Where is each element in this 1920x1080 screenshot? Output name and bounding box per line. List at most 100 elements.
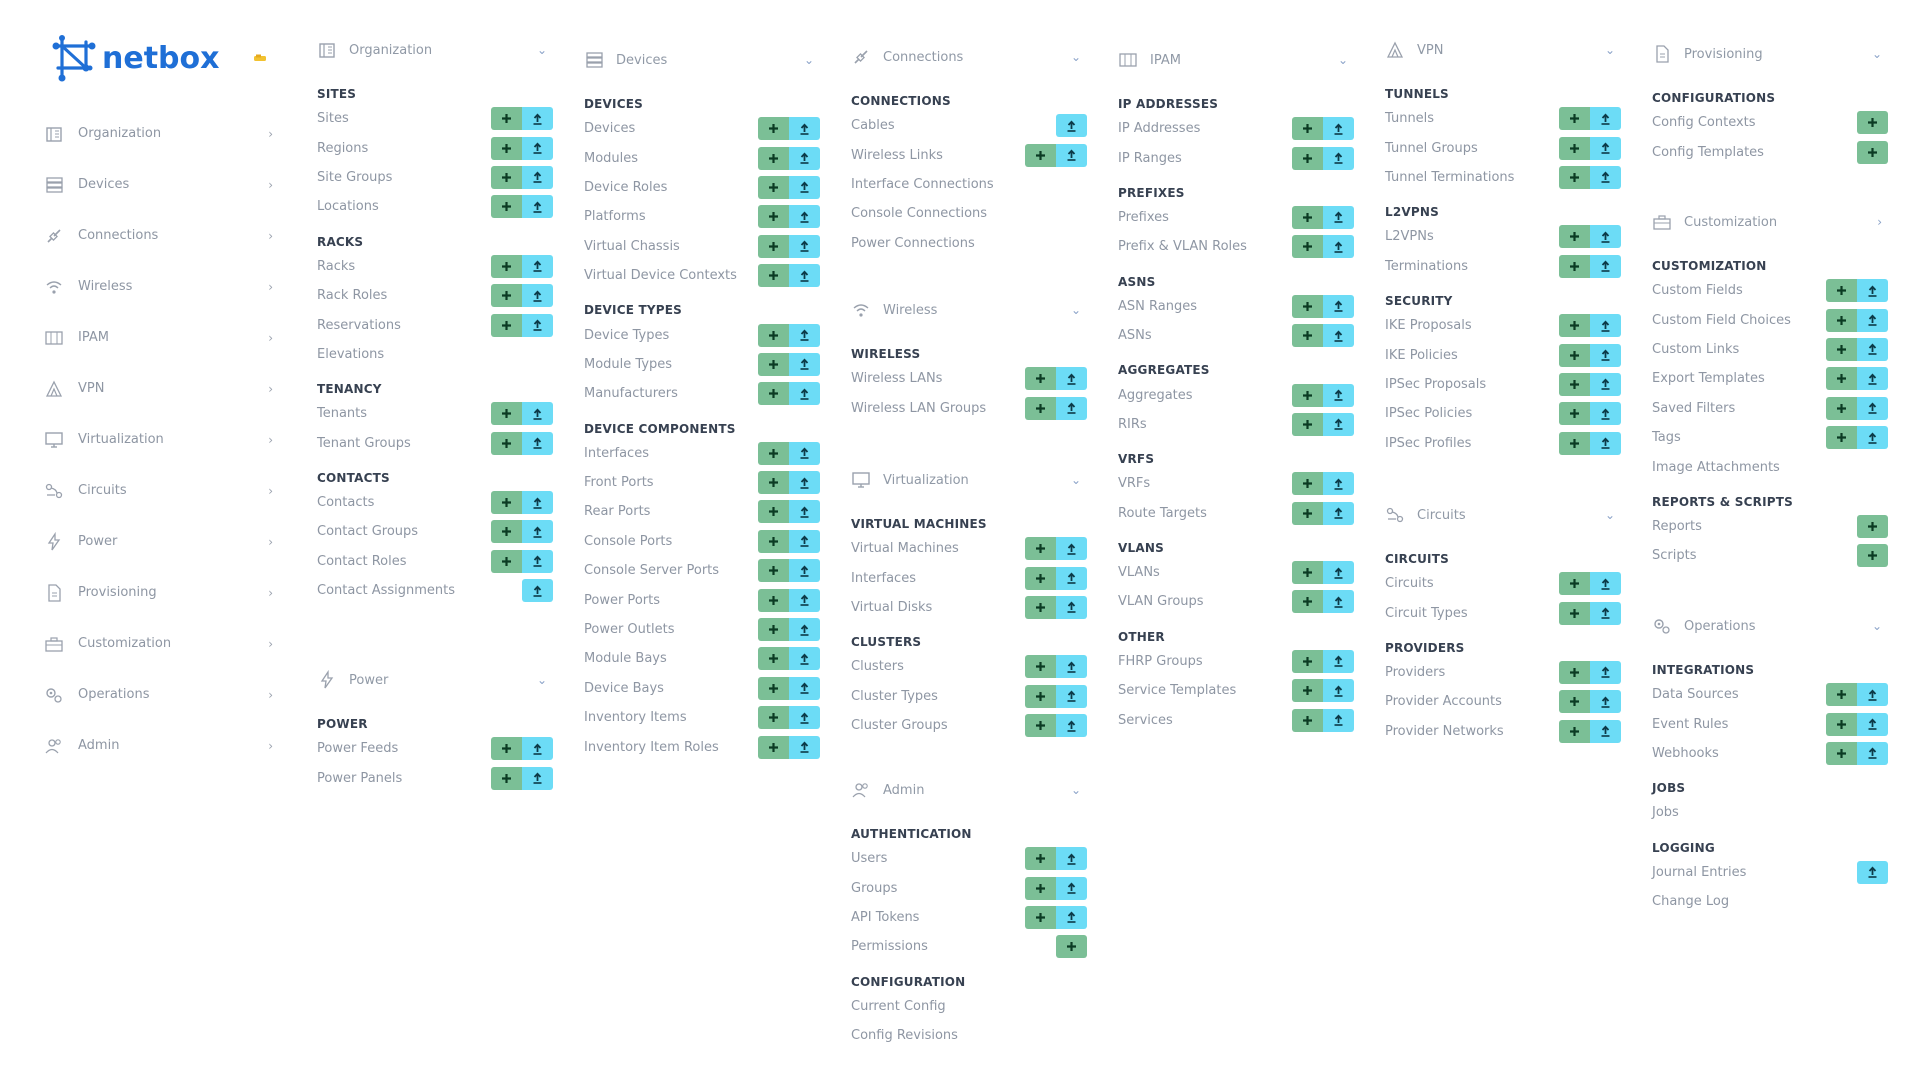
import-button[interactable]	[789, 471, 820, 495]
add-button[interactable]	[1025, 655, 1056, 679]
menu-item-label[interactable]: Wireless LAN Groups	[851, 400, 987, 416]
import-button[interactable]	[1590, 660, 1621, 684]
add-button[interactable]	[1292, 561, 1323, 585]
menu-item-label[interactable]: Config Revisions	[851, 1028, 958, 1044]
add-button[interactable]	[1292, 708, 1323, 732]
menu-item-saved-filters[interactable]: Saved Filters	[1652, 394, 1888, 423]
menu-item-asns[interactable]: ASNs	[1118, 321, 1354, 350]
menu-item-front-ports[interactable]: Front Ports	[584, 468, 820, 497]
import-button[interactable]	[1056, 655, 1087, 679]
add-button[interactable]	[1025, 537, 1056, 561]
sidebar-item-circuits[interactable]: Circuits ›	[44, 465, 279, 516]
add-button[interactable]	[758, 529, 789, 553]
menu-item-label[interactable]: IKE Policies	[1385, 347, 1458, 363]
section-header[interactable]: Circuits ⌄	[1385, 503, 1621, 527]
menu-item-ipsec-policies[interactable]: IPSec Policies	[1385, 399, 1621, 428]
menu-item-vlans[interactable]: VLANs	[1118, 558, 1354, 587]
menu-item-inventory-item-roles[interactable]: Inventory Item Roles	[584, 732, 820, 761]
menu-item-route-targets[interactable]: Route Targets	[1118, 499, 1354, 528]
import-button[interactable]	[1323, 235, 1354, 259]
add-button[interactable]	[1826, 712, 1857, 736]
menu-item-regions[interactable]: Regions	[317, 133, 553, 162]
menu-item-circuits[interactable]: Circuits	[1385, 569, 1621, 598]
import-button[interactable]	[1056, 876, 1087, 900]
pin-icon[interactable]	[254, 54, 268, 62]
add-button[interactable]	[1826, 426, 1857, 450]
import-button[interactable]	[1857, 337, 1888, 361]
menu-item-asn-ranges[interactable]: ASN Ranges	[1118, 292, 1354, 321]
menu-item-label[interactable]: Virtual Disks	[851, 599, 933, 615]
menu-item-label[interactable]: IPSec Profiles	[1385, 435, 1472, 451]
add-button[interactable]	[1025, 876, 1056, 900]
menu-item-label[interactable]: Racks	[317, 258, 356, 274]
menu-item-elevations[interactable]: Elevations	[317, 340, 553, 369]
add-button[interactable]	[1025, 566, 1056, 590]
menu-item-platforms[interactable]: Platforms	[584, 202, 820, 231]
add-button[interactable]	[1292, 205, 1323, 229]
menu-item-label[interactable]: Services	[1118, 712, 1173, 728]
menu-item-locations[interactable]: Locations	[317, 192, 553, 221]
add-button[interactable]	[1292, 324, 1323, 348]
add-button[interactable]	[758, 500, 789, 524]
add-button[interactable]	[1826, 367, 1857, 391]
sidebar-item-organization[interactable]: Organization ›	[44, 108, 279, 159]
menu-item-label[interactable]: Route Targets	[1118, 505, 1207, 521]
menu-item-console-connections[interactable]: Console Connections	[851, 199, 1087, 228]
menu-item-label[interactable]: Reports	[1652, 518, 1702, 534]
menu-item-device-roles[interactable]: Device Roles	[584, 173, 820, 202]
menu-item-label[interactable]: Contact Groups	[317, 524, 419, 540]
menu-item-power-feeds[interactable]: Power Feeds	[317, 734, 553, 763]
import-button[interactable]	[1590, 690, 1621, 714]
import-button[interactable]	[1056, 905, 1087, 929]
menu-item-l2vpns[interactable]: L2VPNs	[1385, 222, 1621, 251]
menu-item-services[interactable]: Services	[1118, 705, 1354, 734]
menu-item-data-sources[interactable]: Data Sources	[1652, 680, 1888, 709]
menu-item-label[interactable]: Circuits	[1385, 576, 1434, 592]
import-button[interactable]	[1056, 595, 1087, 619]
add-button[interactable]	[1559, 254, 1590, 278]
chevron-right-icon[interactable]: ›	[1877, 215, 1882, 229]
add-button[interactable]	[1559, 402, 1590, 426]
menu-item-label[interactable]: Scripts	[1652, 548, 1697, 564]
add-button[interactable]	[1559, 372, 1590, 396]
add-button[interactable]	[1292, 501, 1323, 525]
menu-item-tenant-groups[interactable]: Tenant Groups	[317, 429, 553, 458]
import-button[interactable]	[1590, 372, 1621, 396]
add-button[interactable]	[1559, 165, 1590, 189]
import-button[interactable]	[1857, 367, 1888, 391]
import-button[interactable]	[1323, 383, 1354, 407]
add-button[interactable]	[1857, 514, 1888, 538]
add-button[interactable]	[1292, 679, 1323, 703]
menu-item-cluster-types[interactable]: Cluster Types	[851, 682, 1087, 711]
menu-item-contact-groups[interactable]: Contact Groups	[317, 517, 553, 546]
import-button[interactable]	[522, 136, 553, 160]
menu-item-label[interactable]: Rear Ports	[584, 504, 651, 520]
menu-item-config-templates[interactable]: Config Templates	[1652, 137, 1888, 166]
add-button[interactable]	[1559, 314, 1590, 338]
menu-item-label[interactable]: Provider Networks	[1385, 723, 1504, 739]
menu-item-label[interactable]: VLAN Groups	[1118, 594, 1204, 610]
menu-item-cables[interactable]: Cables	[851, 111, 1087, 140]
sidebar-item-customization[interactable]: Customization ›	[44, 618, 279, 669]
chevron-down-icon[interactable]: ⌄	[1070, 303, 1081, 317]
menu-item-tunnels[interactable]: Tunnels	[1385, 104, 1621, 133]
menu-item-label[interactable]: Device Types	[584, 327, 670, 343]
import-button[interactable]	[789, 559, 820, 583]
add-button[interactable]	[758, 264, 789, 288]
import-button[interactable]	[1590, 719, 1621, 743]
menu-item-users[interactable]: Users	[851, 844, 1087, 873]
menu-item-label[interactable]: Providers	[1385, 664, 1446, 680]
menu-item-tags[interactable]: Tags	[1652, 423, 1888, 452]
menu-item-aggregates[interactable]: Aggregates	[1118, 380, 1354, 409]
import-button[interactable]	[1590, 165, 1621, 189]
import-button[interactable]	[1857, 741, 1888, 765]
add-button[interactable]	[758, 647, 789, 671]
import-button[interactable]	[1056, 847, 1087, 871]
menu-item-reports[interactable]: Reports	[1652, 512, 1888, 541]
menu-item-label[interactable]: Wireless Links	[851, 147, 943, 163]
sidebar-item-ipam[interactable]: IPAM ›	[44, 312, 279, 363]
menu-item-ike-proposals[interactable]: IKE Proposals	[1385, 311, 1621, 340]
add-button[interactable]	[758, 234, 789, 258]
add-button[interactable]	[1292, 383, 1323, 407]
add-button[interactable]	[491, 491, 522, 515]
